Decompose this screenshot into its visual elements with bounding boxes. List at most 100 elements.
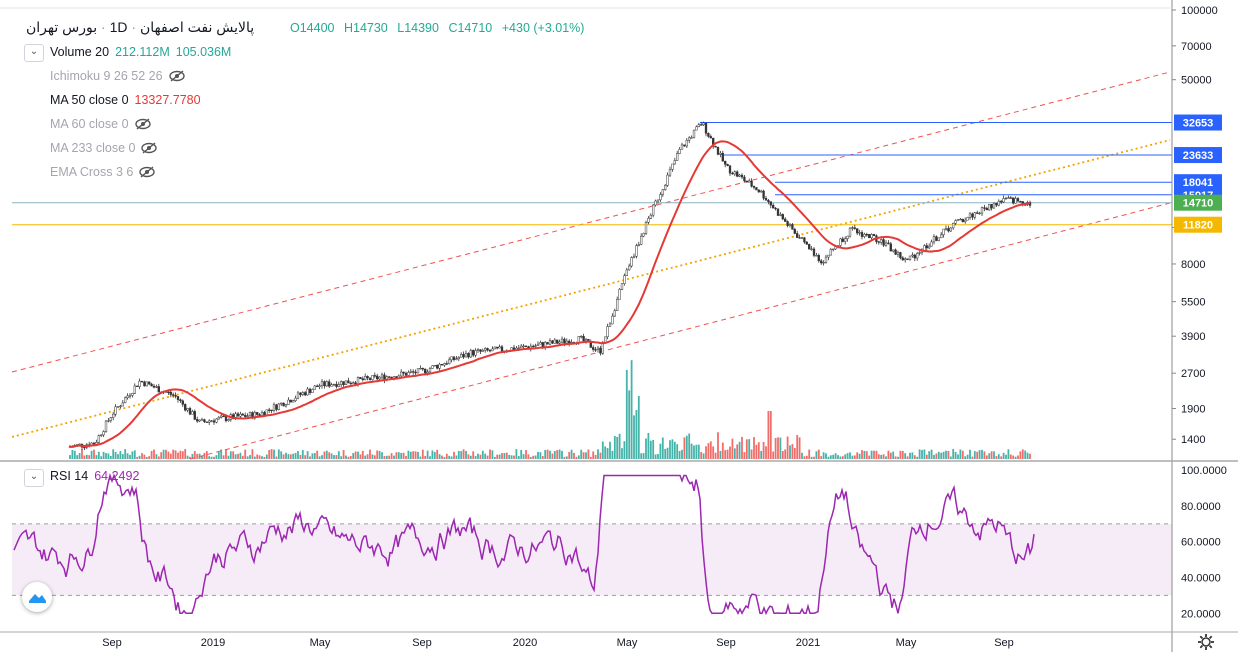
candle-body [284,404,288,407]
hidden-eye-icon[interactable] [139,166,156,178]
candle-body [532,345,535,348]
volume-bar [606,448,609,459]
candle-body [306,388,309,396]
rsi-label: RSI 14 [50,469,89,483]
candle-body [556,339,559,344]
legend-ma60[interactable]: MA 60 close 0 [50,117,151,131]
candle-body [688,137,691,141]
volume-bar [738,441,741,459]
candle-body [748,180,751,183]
candle-body [872,234,876,236]
yellow-trendline [11,139,1171,438]
candle-body [779,214,782,216]
tradingview-logo[interactable] [22,582,52,612]
volume-bar [1007,449,1010,459]
y-tick-label: 3900 [1181,331,1205,343]
y-tick-label: 70000 [1181,41,1212,53]
volume-bar [678,450,681,459]
legend-ma50[interactable]: MA 50 close 0 13327.7780 [50,93,201,107]
candle-body [630,257,633,267]
candle-body [484,348,487,351]
volume-bar [861,450,863,459]
volume-bar [796,435,799,459]
candle-body [671,163,674,170]
hidden-eye-icon[interactable] [134,118,151,130]
volume-bar [1005,454,1007,459]
candle-body [140,380,144,383]
volume-bar [875,450,878,459]
volume-bar [993,451,995,459]
candle-body [642,233,645,237]
candle-body [870,234,873,239]
volume-bar [829,455,832,459]
candle-body [680,144,684,150]
volume-bar [520,449,523,459]
volume-bar [921,449,923,459]
volume-bar [719,450,722,459]
hidden-eye-icon[interactable] [141,142,158,154]
volume-bar [904,453,907,459]
volume-value-1: 212.112M [115,45,170,59]
volume-bar [311,453,314,459]
volume-bar [239,452,242,459]
rsi-collapse-button[interactable]: ⌄ [24,469,44,487]
symbol-header[interactable]: پالایش نفت اصفهان · 1D · بورس تهران [26,19,255,35]
candle-body [368,377,372,380]
volume-bar [577,455,580,459]
volume-bar [249,455,251,459]
rsi-tick-label: 40.0000 [1181,572,1221,584]
volume-bar [865,451,868,459]
settings-gear-icon[interactable] [1196,632,1216,652]
candle-body [131,393,134,396]
volume-bar [933,454,935,459]
volume-bar [844,454,847,459]
volume-bar [570,449,573,459]
volume-bar [995,456,998,459]
legend-collapse-button[interactable]: ⌄ [24,44,44,62]
legend-rsi[interactable]: RSI 14 64.2492 [50,469,139,483]
hidden-eye-icon[interactable] [168,70,185,82]
legend-ema-cross[interactable]: EMA Cross 3 6 [50,165,156,179]
candle-body [896,252,900,255]
candle-body [784,218,787,222]
candle-body [904,258,907,261]
candle-body [856,228,859,234]
volume-bar [513,455,515,459]
volume-bar [150,450,153,459]
legend-ichimoku[interactable]: Ichimoku 9 26 52 26 [50,69,185,83]
candle-body [553,339,556,344]
candle-body [716,146,720,155]
candle-body [697,124,700,128]
x-tick-label: Sep [412,637,432,649]
candle-body [997,200,1000,206]
volume-bar [853,455,856,459]
candle-body [990,204,993,209]
volume-bar [652,439,655,459]
volume-bar [856,452,859,459]
candle-body [498,346,501,349]
candle-body [868,234,871,239]
volume-bar [769,411,772,459]
candle-body [625,269,628,276]
candle-body [827,254,830,258]
candle-body [623,275,626,284]
candle-body [923,245,926,251]
volume-bar [587,449,590,459]
volume-bar [851,455,854,459]
legend-ma233[interactable]: MA 233 close 0 [50,141,158,155]
volume-bar [633,415,635,459]
price-tag-label: 11820 [1183,220,1213,232]
volume-bar [688,433,691,459]
volume-bar [885,456,887,459]
candle-body [925,245,928,249]
candle-body [289,399,292,403]
candle-body [884,242,888,246]
volume-bar [145,456,148,459]
candle-body [824,256,828,263]
candle-body [604,336,607,343]
volume-bar [1026,452,1029,459]
legend-volume[interactable]: Volume 20 212.112M 105.036M [50,45,231,59]
candle-body [940,234,943,239]
volume-bar [700,452,703,459]
